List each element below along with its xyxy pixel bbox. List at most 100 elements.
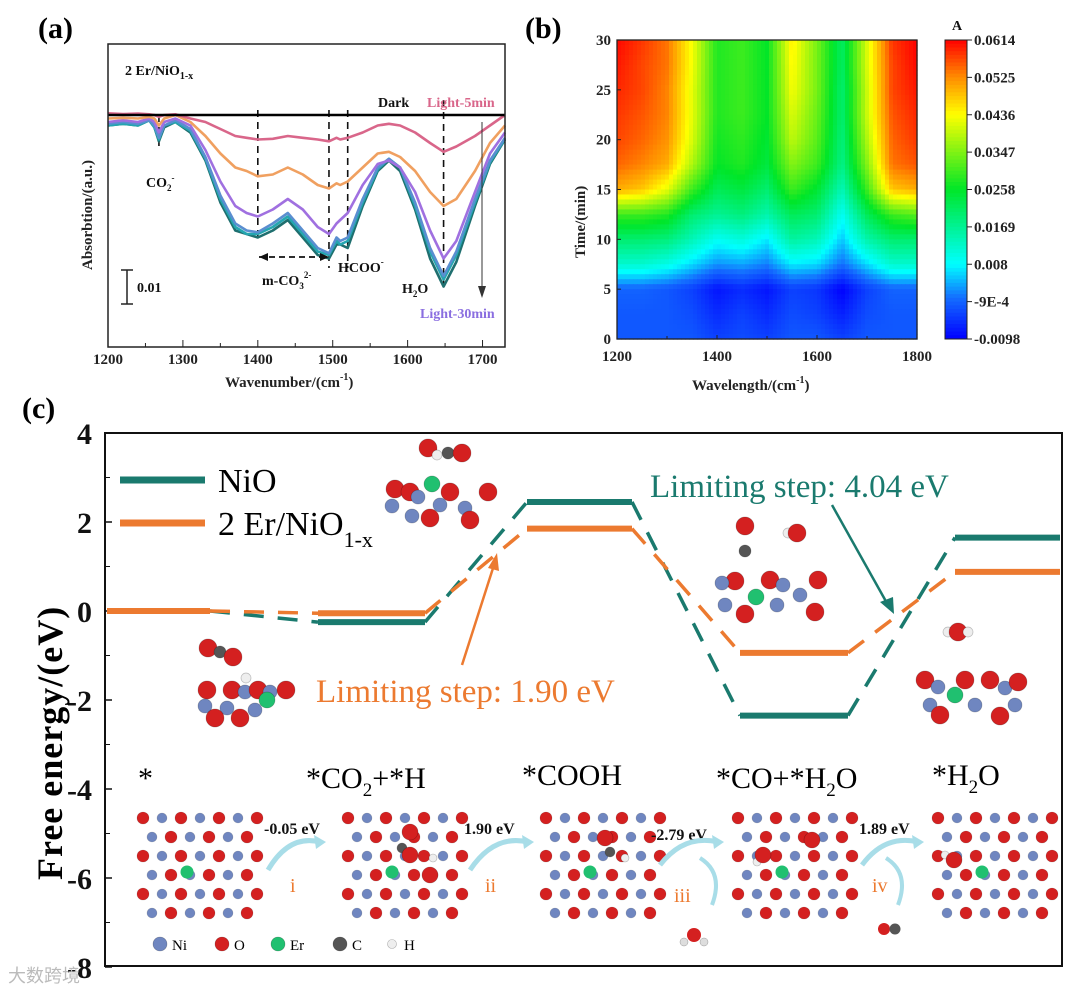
heatmap-cell <box>633 69 638 76</box>
colorbar-segment <box>945 316 967 321</box>
heatmap-cell <box>829 294 834 300</box>
o-atom <box>835 868 849 882</box>
heatmap-cell <box>797 259 802 265</box>
heatmap-cell <box>621 144 626 151</box>
heatmap-cell <box>893 49 898 56</box>
heatmap-cell <box>913 259 918 265</box>
heatmap-cell <box>793 274 798 280</box>
heatmap-cell <box>829 154 834 161</box>
heatmap-cell <box>769 269 774 275</box>
heatmap-cell <box>873 124 878 131</box>
heatmap-cell <box>913 189 918 196</box>
heatmap-cell <box>897 134 902 141</box>
heatmap-cell <box>621 89 626 96</box>
heatmap-cell <box>877 259 882 265</box>
heatmap-cell <box>797 134 802 141</box>
heatmap-cell <box>725 309 730 315</box>
heatmap-cell <box>665 40 670 46</box>
heatmap-cell <box>897 314 902 320</box>
heatmap-cell <box>785 134 790 141</box>
heatmap-cell <box>809 329 814 335</box>
heatmap-cell <box>689 179 694 186</box>
heatmap-cell <box>801 184 806 191</box>
heatmap-cell <box>829 309 834 315</box>
heatmap-cell <box>765 109 770 116</box>
heatmap-cell <box>701 254 706 260</box>
heatmap-cell <box>713 309 718 315</box>
heatmap-cell <box>621 104 626 111</box>
heatmap-cell <box>713 214 718 220</box>
heatmap-cell <box>717 209 722 216</box>
heatmap-cell <box>781 49 786 56</box>
heatmap-cell <box>737 239 742 245</box>
o-atom <box>455 811 469 825</box>
heatmap-cell <box>625 104 630 111</box>
heatmap-cell <box>789 84 794 91</box>
heatmap-cell <box>841 289 846 295</box>
heatmap-cell <box>817 64 822 71</box>
heatmap-cell <box>697 334 702 340</box>
heatmap-cell <box>637 209 642 216</box>
heatmap-cell <box>749 54 754 61</box>
dashed-markers <box>158 100 445 292</box>
er-atom <box>946 686 964 704</box>
heatmap-cell <box>837 40 842 46</box>
heatmap-cell <box>757 214 762 220</box>
heatmap-cell <box>793 154 798 161</box>
heatmap-cell <box>869 274 874 280</box>
heatmap-cell <box>761 129 766 136</box>
heatmap-cell <box>645 289 650 295</box>
heatmap-cell <box>733 104 738 111</box>
heatmap-cell <box>821 164 826 171</box>
er-atom <box>423 475 441 493</box>
heatmap-cell <box>637 189 642 196</box>
heatmap-cell <box>781 249 786 255</box>
heatmap-cell <box>689 64 694 71</box>
heatmap-cell <box>757 189 762 196</box>
heatmap-cell <box>725 84 730 91</box>
heatmap-cell <box>741 54 746 61</box>
heatmap-cell <box>681 114 686 121</box>
heatmap-cell <box>761 124 766 131</box>
heatmap-cell <box>705 199 710 206</box>
heatmap-cell <box>749 319 754 325</box>
heatmap-cell <box>781 259 786 265</box>
heatmap-cell <box>749 99 754 106</box>
heatmap-cell <box>689 219 694 225</box>
heatmap-cell <box>721 319 726 325</box>
heatmap-cell <box>893 99 898 106</box>
heatmap-cell <box>693 309 698 315</box>
heatmap-cell <box>673 239 678 245</box>
heatmap-cell <box>681 79 686 86</box>
heatmap-cell <box>837 244 842 250</box>
heatmap-cell <box>793 94 798 101</box>
ni-atom <box>156 812 168 824</box>
heatmap-cell <box>833 159 838 166</box>
heatmap-cell <box>701 134 706 141</box>
heatmap-cell <box>773 179 778 186</box>
heatmap-cell <box>877 299 882 305</box>
heatmap-cell <box>841 139 846 146</box>
heatmap-cell <box>641 244 646 250</box>
heatmap-cell <box>881 139 886 146</box>
heatmap-cell <box>685 159 690 166</box>
heatmap-cell <box>817 149 822 156</box>
heatmap-cell <box>633 124 638 131</box>
heatmap-cell <box>657 259 662 265</box>
heatmap-cell <box>761 99 766 106</box>
heatmap-cell <box>913 104 918 111</box>
heatmap-cell <box>773 149 778 156</box>
energy-connector <box>630 501 742 717</box>
heatmap-cell <box>749 259 754 265</box>
heatmap-cell <box>805 269 810 275</box>
heatmap-cell <box>665 114 670 121</box>
heatmap-cell <box>829 304 834 310</box>
heatmap-cell <box>889 99 894 106</box>
heatmap-cell <box>861 204 866 211</box>
heatmap-cell <box>709 89 714 96</box>
heatmap-cell <box>629 324 634 330</box>
heatmap-cell <box>893 329 898 335</box>
heatmap-cell <box>801 334 806 340</box>
heatmap-cell <box>617 69 622 76</box>
heatmap-cell <box>849 209 854 216</box>
